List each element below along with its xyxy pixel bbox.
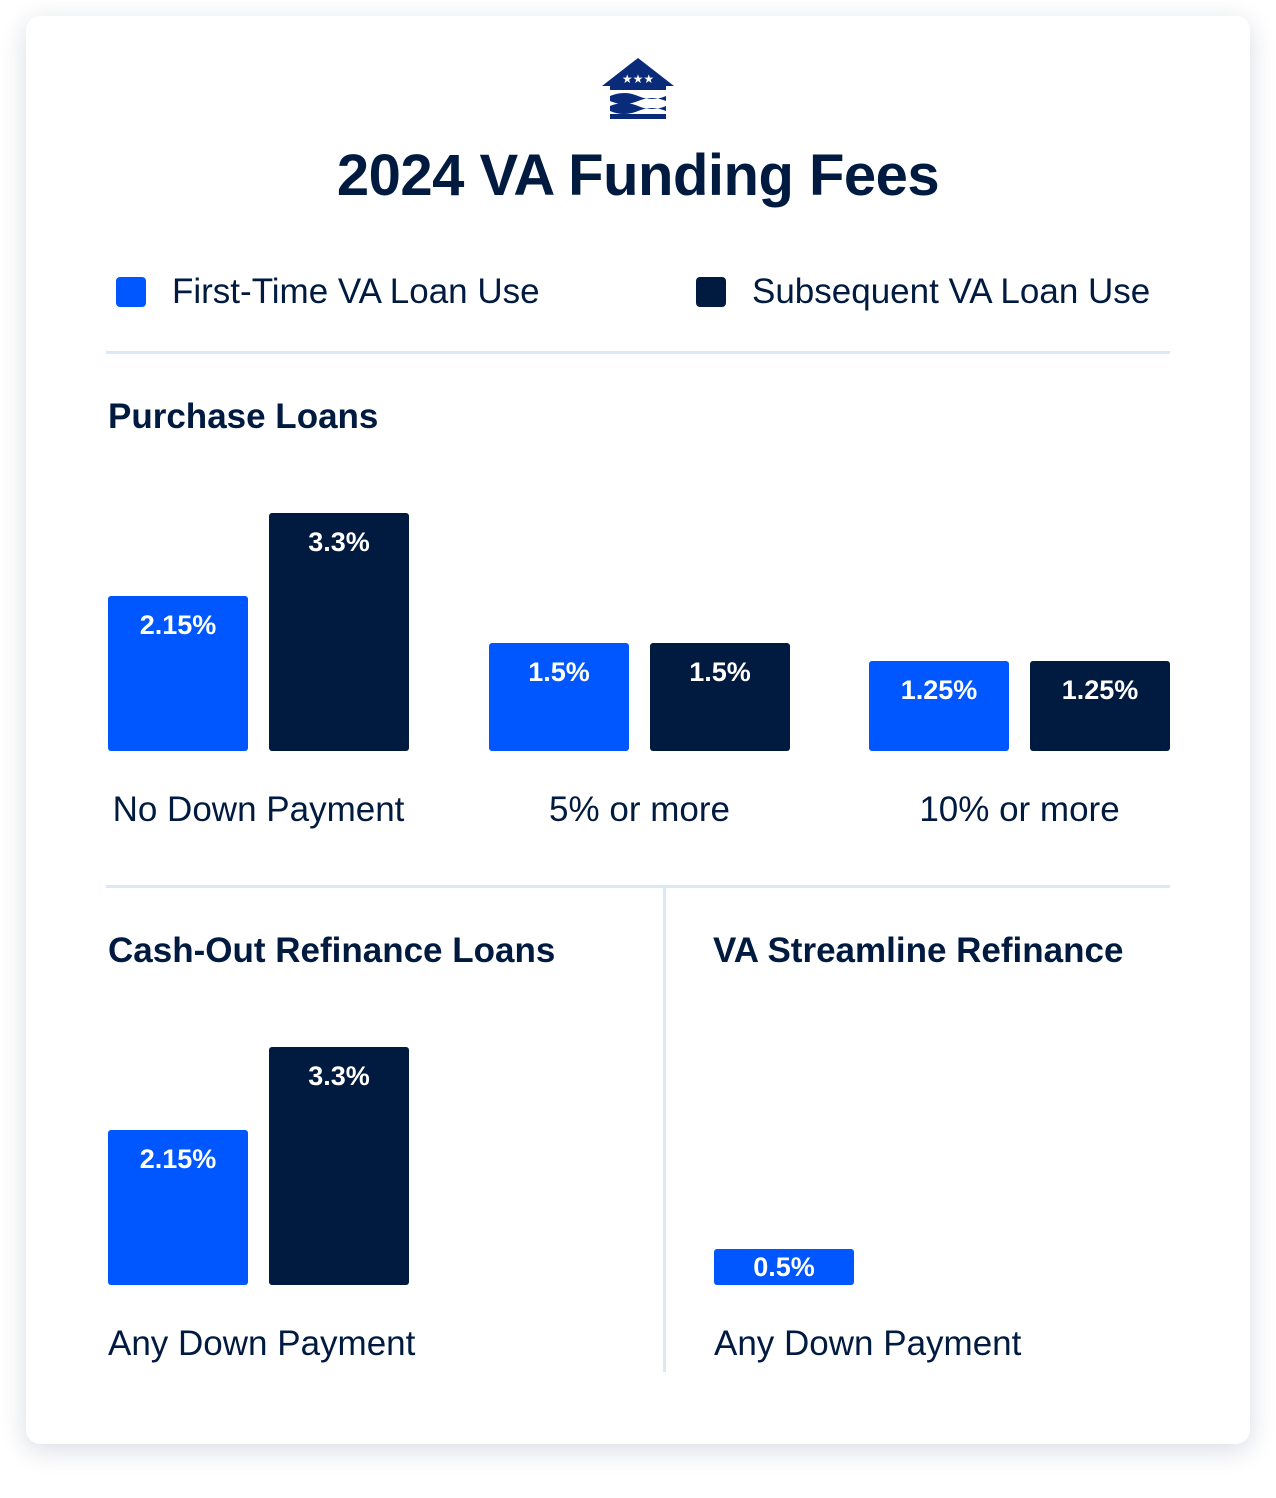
bar-value-label: 1.5%	[689, 657, 751, 687]
bar-purchase-loans-no-down-payment-first-time-va-loan-use	[108, 596, 248, 751]
house-flag-stars-icon: ★★★	[602, 58, 674, 119]
legend-label-first-time: First-Time VA Loan Use	[172, 272, 540, 311]
bar-value-label: 1.25%	[1061, 675, 1139, 705]
bar-purchase-loans-5-or-more-first-time-va-loan-use	[489, 643, 629, 751]
legend-first-time: First-Time VA Loan Use	[116, 272, 540, 312]
section-title-cash-out: Cash-Out Refinance Loans	[108, 931, 556, 970]
category-label-any-down-payment: Any Down Payment	[108, 1324, 416, 1363]
bar-value-label: 3.3%	[308, 1061, 370, 1091]
divider-middle	[106, 885, 1170, 888]
legend-subsequent: Subsequent VA Loan Use	[696, 272, 1150, 312]
bar-cash-out-refinance-loans-any-down-payment-subsequent-va-loan-use	[269, 1047, 409, 1285]
category-label-10-or-more: 10% or more	[919, 790, 1120, 829]
section-title-streamline: VA Streamline Refinance	[713, 931, 1124, 970]
bar-va-streamline-refinance-any-down-payment-first-time-va-loan-use	[714, 1249, 854, 1285]
category-label-no-down-payment: No Down Payment	[112, 790, 405, 829]
divider-top	[106, 351, 1170, 354]
legend-label-subsequent: Subsequent VA Loan Use	[752, 272, 1151, 311]
legend-swatch-first-time	[116, 277, 146, 307]
bar-value-label: 3.3%	[308, 527, 370, 557]
bar-purchase-loans-10-or-more-first-time-va-loan-use	[869, 661, 1009, 751]
section-title-purchase: Purchase Loans	[108, 397, 379, 436]
category-label-5-or-more: 5% or more	[549, 790, 730, 829]
bar-purchase-loans-10-or-more-subsequent-va-loan-use	[1030, 661, 1170, 751]
svg-text:★★★: ★★★	[622, 72, 654, 86]
bar-value-label: 1.25%	[900, 675, 978, 705]
page-title: 2024 VA Funding Fees	[336, 143, 940, 208]
bar-value-label: 1.5%	[528, 657, 590, 687]
legend-swatch-subsequent	[696, 277, 726, 307]
bar-value-label: 2.15%	[139, 610, 217, 640]
bar-purchase-loans-no-down-payment-subsequent-va-loan-use	[269, 513, 409, 751]
bar-value-label: 2.15%	[139, 1144, 217, 1174]
bar-value-label: 0.5%	[753, 1252, 815, 1282]
bar-cash-out-refinance-loans-any-down-payment-first-time-va-loan-use	[108, 1130, 248, 1285]
bar-purchase-loans-5-or-more-subsequent-va-loan-use	[650, 643, 790, 751]
category-label-any-down-payment: Any Down Payment	[714, 1324, 1022, 1363]
divider-vertical	[663, 888, 666, 1372]
